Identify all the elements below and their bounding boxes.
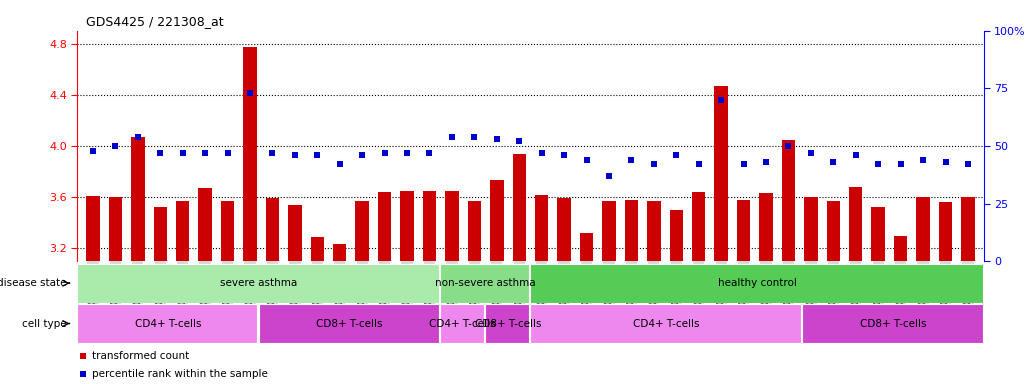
Text: cell type: cell type — [22, 318, 66, 329]
Bar — [827, 201, 840, 261]
Bar — [917, 197, 930, 261]
Bar — [468, 201, 481, 261]
Bar — [782, 139, 795, 261]
Text: CD4+ T-cells: CD4+ T-cells — [633, 318, 699, 329]
Text: healthy control: healthy control — [718, 278, 796, 288]
Bar — [938, 202, 953, 261]
Bar — [288, 205, 302, 261]
Bar — [87, 196, 100, 261]
Bar — [961, 197, 974, 261]
Bar — [624, 200, 639, 261]
Bar — [736, 200, 750, 261]
Bar — [485, 304, 529, 343]
Bar — [530, 264, 983, 303]
Bar — [440, 264, 529, 303]
Bar — [378, 192, 391, 261]
Bar — [355, 201, 369, 261]
Bar — [692, 192, 706, 261]
Bar — [715, 86, 728, 261]
Bar — [266, 199, 279, 261]
Text: severe asthma: severe asthma — [219, 278, 297, 288]
Bar — [422, 191, 437, 261]
Bar — [108, 197, 123, 261]
Text: CD4+ T-cells: CD4+ T-cells — [135, 318, 201, 329]
Bar — [647, 201, 660, 261]
Bar — [440, 304, 484, 343]
Bar — [311, 237, 324, 261]
Bar — [333, 245, 346, 261]
Bar — [759, 193, 772, 261]
Bar — [871, 207, 885, 261]
Bar — [259, 304, 439, 343]
Bar — [849, 187, 862, 261]
Bar — [445, 191, 458, 261]
Bar — [557, 199, 571, 261]
Bar — [894, 235, 907, 261]
Bar — [670, 210, 683, 261]
Text: CD4+ T-cells: CD4+ T-cells — [430, 318, 495, 329]
Text: percentile rank within the sample: percentile rank within the sample — [92, 369, 268, 379]
Bar — [220, 201, 234, 261]
Bar — [153, 207, 167, 261]
Bar — [199, 188, 212, 261]
Bar — [804, 197, 818, 261]
Bar — [176, 201, 190, 261]
Bar — [580, 233, 593, 261]
Bar — [401, 191, 414, 261]
Bar — [513, 154, 526, 261]
Bar — [535, 195, 548, 261]
Text: GDS4425 / 221308_at: GDS4425 / 221308_at — [87, 15, 224, 28]
Bar — [603, 201, 616, 261]
Text: disease state: disease state — [0, 278, 66, 288]
Bar — [131, 137, 144, 261]
Text: CD8+ T-cells: CD8+ T-cells — [860, 318, 926, 329]
Text: transformed count: transformed count — [92, 351, 188, 361]
Text: CD8+ T-cells: CD8+ T-cells — [316, 318, 382, 329]
Text: non-severe asthma: non-severe asthma — [435, 278, 536, 288]
Bar — [77, 304, 258, 343]
Text: CD8+ T-cells: CD8+ T-cells — [475, 318, 541, 329]
Bar — [243, 47, 256, 261]
Bar — [490, 180, 504, 261]
Bar — [530, 304, 801, 343]
Bar — [77, 264, 439, 303]
Bar — [802, 304, 983, 343]
